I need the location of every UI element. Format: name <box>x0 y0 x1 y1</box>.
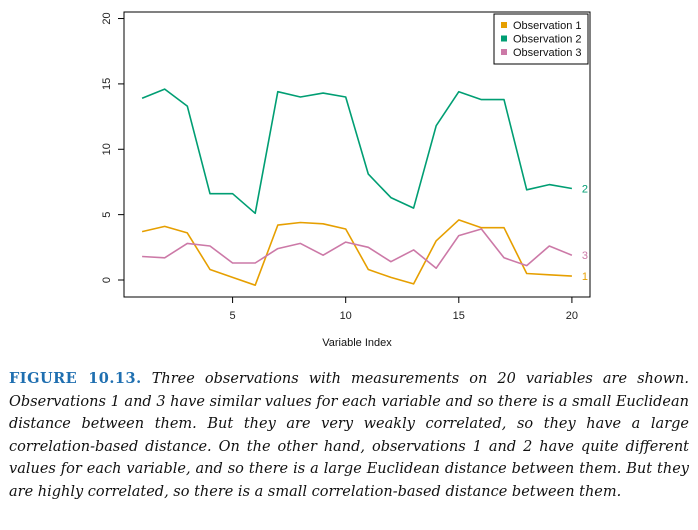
x-tick-label: 15 <box>453 310 465 322</box>
legend-entry: Observation 1 <box>513 20 581 32</box>
x-axis-title: Variable Index <box>322 337 392 349</box>
series-layer <box>141 88 573 287</box>
y-tick-label: 5 <box>101 212 113 218</box>
plot-frame <box>123 11 591 298</box>
y-tick-label: 15 <box>101 78 113 90</box>
legend-swatch <box>501 49 507 55</box>
series-end-label-1: 1 <box>582 271 588 283</box>
y-tick-label: 0 <box>101 277 113 283</box>
series-end-label-3: 3 <box>582 250 588 262</box>
caption-text: Three observations with measurements on … <box>9 371 689 500</box>
y-tick-label: 20 <box>101 12 113 24</box>
figure-label: FIGURE 10.13. <box>9 370 142 387</box>
x-axis: 5 10 15 20 <box>230 297 578 322</box>
series-line-2 <box>141 88 573 215</box>
legend-entry: Observation 2 <box>513 34 581 46</box>
y-tick-label: 10 <box>101 143 113 155</box>
figure-caption: FIGURE 10.13. Three observations with me… <box>9 368 689 504</box>
plot-area <box>123 11 591 298</box>
x-tick-label: 20 <box>566 310 578 322</box>
x-tick-label: 5 <box>230 310 236 322</box>
series-line-1 <box>141 219 572 287</box>
series-line-3 <box>142 228 573 270</box>
legend-swatch <box>501 35 507 42</box>
series-end-label-2: 2 <box>582 183 588 195</box>
y-axis: 0 5 10 15 20 <box>101 12 124 283</box>
legend-entry: Observation 3 <box>513 47 581 59</box>
legend-swatch <box>501 22 507 28</box>
legend-box <box>493 13 589 65</box>
end-labels: 1 2 3 <box>582 183 588 283</box>
x-tick-label: 10 <box>340 310 352 322</box>
